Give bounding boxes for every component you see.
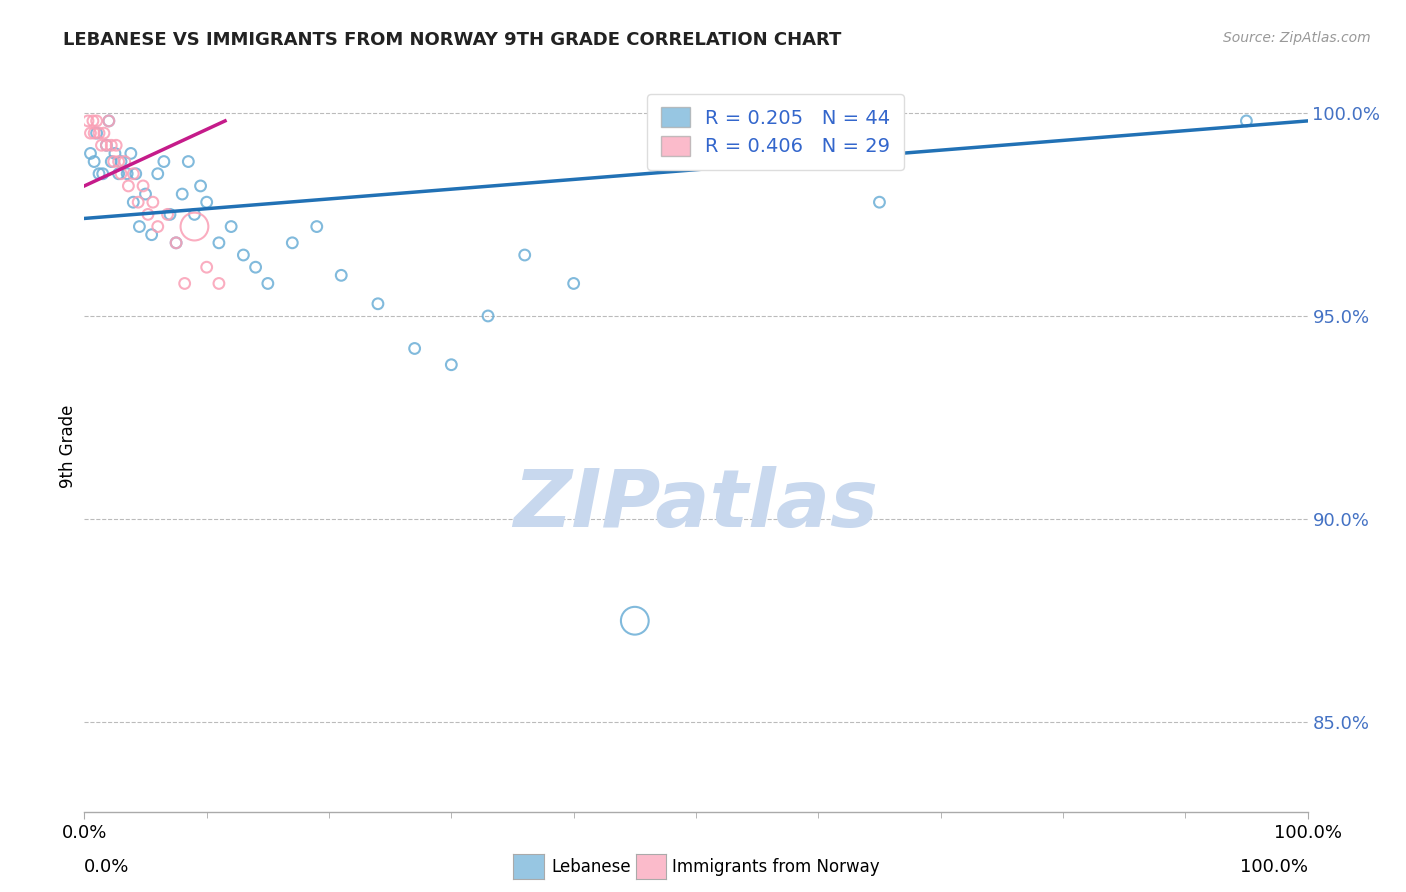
Point xyxy=(245,260,267,275)
Point xyxy=(159,207,181,221)
Point xyxy=(142,195,165,210)
Point xyxy=(83,154,105,169)
Point xyxy=(165,235,187,250)
Point xyxy=(183,219,205,234)
Point xyxy=(122,167,145,181)
Point xyxy=(105,138,128,153)
Text: Lebanese: Lebanese xyxy=(551,858,631,876)
Point xyxy=(100,138,122,153)
Point xyxy=(440,358,463,372)
Point xyxy=(83,126,105,140)
Point xyxy=(103,154,125,169)
Point xyxy=(132,178,155,193)
Point xyxy=(97,114,120,128)
Point xyxy=(104,146,127,161)
Point xyxy=(96,138,118,153)
Point xyxy=(114,154,136,169)
Point xyxy=(183,207,205,221)
Point xyxy=(146,167,169,181)
Point xyxy=(624,614,647,628)
Point xyxy=(117,178,139,193)
Legend: R = 0.205   N = 44, R = 0.406   N = 29: R = 0.205 N = 44, R = 0.406 N = 29 xyxy=(647,94,904,169)
Point xyxy=(82,114,104,128)
Point xyxy=(120,146,142,161)
Text: 100.0%: 100.0% xyxy=(1240,858,1308,876)
Point xyxy=(110,154,132,169)
Point xyxy=(79,126,101,140)
Text: 0.0%: 0.0% xyxy=(84,858,129,876)
Point xyxy=(93,126,115,140)
Point xyxy=(173,277,195,291)
Point xyxy=(141,227,163,242)
Point xyxy=(219,219,242,234)
Point xyxy=(91,167,114,181)
Text: ZIPatlas: ZIPatlas xyxy=(513,466,879,543)
Point xyxy=(146,219,169,234)
Point xyxy=(195,260,218,275)
Point xyxy=(122,195,145,210)
Point xyxy=(165,235,187,250)
Text: Source: ZipAtlas.com: Source: ZipAtlas.com xyxy=(1223,31,1371,45)
Point xyxy=(172,187,194,202)
Point xyxy=(367,297,389,311)
Point xyxy=(86,114,108,128)
Point xyxy=(1236,114,1258,128)
Point xyxy=(127,195,149,210)
Point xyxy=(125,167,148,181)
Point xyxy=(86,126,108,140)
Point xyxy=(257,277,280,291)
Point xyxy=(562,277,585,291)
Point xyxy=(135,187,157,202)
Point xyxy=(79,146,101,161)
Point xyxy=(77,114,100,128)
Point xyxy=(136,207,159,221)
Point xyxy=(477,309,499,323)
Point xyxy=(100,154,122,169)
Point xyxy=(305,219,328,234)
Point xyxy=(97,114,120,128)
Point xyxy=(195,195,218,210)
Point xyxy=(96,138,118,153)
Point xyxy=(281,235,304,250)
Point xyxy=(115,167,138,181)
Point xyxy=(153,154,176,169)
Point xyxy=(128,219,150,234)
Point xyxy=(404,342,426,356)
Point xyxy=(869,195,891,210)
Point xyxy=(232,248,254,262)
Point xyxy=(87,126,110,140)
Text: LEBANESE VS IMMIGRANTS FROM NORWAY 9TH GRADE CORRELATION CHART: LEBANESE VS IMMIGRANTS FROM NORWAY 9TH G… xyxy=(63,31,842,49)
Point xyxy=(107,167,129,181)
Point xyxy=(110,167,132,181)
Point xyxy=(107,154,129,169)
Point xyxy=(156,207,179,221)
Point xyxy=(330,268,353,283)
Point xyxy=(513,248,536,262)
Point xyxy=(90,138,112,153)
Y-axis label: 9th Grade: 9th Grade xyxy=(59,404,77,488)
Point xyxy=(190,178,212,193)
Point xyxy=(208,277,231,291)
Point xyxy=(177,154,200,169)
Text: Immigrants from Norway: Immigrants from Norway xyxy=(672,858,880,876)
Point xyxy=(87,167,110,181)
Point xyxy=(208,235,231,250)
